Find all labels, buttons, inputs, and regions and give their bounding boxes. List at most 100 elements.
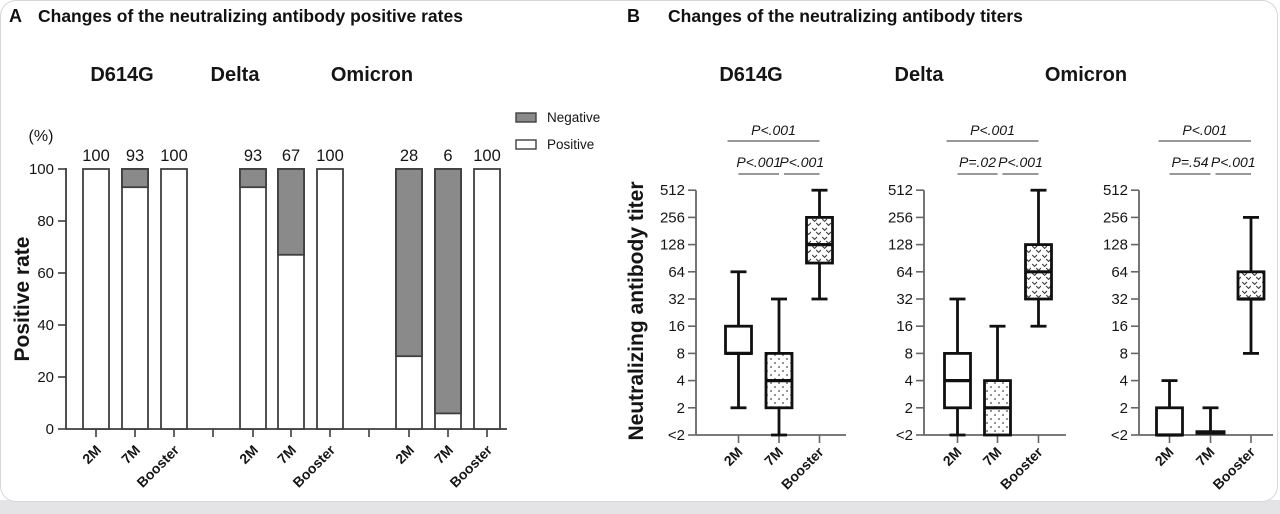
y-tick-label: 100 (29, 161, 54, 178)
y-tick-label: 8 (905, 345, 913, 362)
y-tick-label: 8 (1120, 345, 1128, 362)
y-axis-title: Neutralizing antibody titer (625, 181, 648, 440)
y-tick-label: <2 (668, 427, 685, 444)
bar-value-label: 100 (82, 147, 110, 165)
y-tick-label: 8 (677, 345, 685, 362)
x-tick-label: 7M (980, 444, 1005, 469)
y-tick-label: 256 (888, 209, 913, 226)
x-tick-label: Booster (1209, 443, 1258, 492)
y-tick-label: 16 (668, 318, 685, 335)
p-value-7M-vs-Booster: P<.001 (1211, 154, 1256, 170)
x-tick-label: 2M (79, 442, 104, 467)
x-tick-label: Booster (289, 441, 338, 490)
legend-swatch-positive (515, 139, 537, 150)
legend-label-positive: Positive (547, 137, 594, 152)
legend-label-negative: Negative (547, 110, 600, 125)
positive-rate-bar-chart: D614G Delta Omicron (%) Positive rate 0 20 40 60… (11, 64, 600, 491)
variant-header-delta: Delta (895, 64, 945, 86)
y-tick-label: 2 (905, 400, 913, 417)
bar-value-label: 100 (160, 147, 188, 165)
y-tick-label: 128 (1103, 237, 1128, 254)
y-tick-label: 32 (896, 291, 913, 308)
y-tick-label: 0 (46, 421, 54, 438)
p-value-2M-vs-7M: P=.54 (1172, 154, 1209, 170)
variant-header-d614g: D614G (90, 64, 153, 86)
y-tick-label: 512 (888, 182, 913, 199)
p-value-7M-vs-Booster: P<.001 (998, 154, 1043, 170)
y-tick-label: 16 (1111, 318, 1128, 335)
y-tick-label: 16 (896, 318, 913, 335)
panel-b-title: Changes of the neutralizing antibody tit… (668, 6, 1023, 26)
x-tick-label: Booster (778, 443, 827, 492)
y-axis-title: Positive rate (11, 237, 34, 362)
y-tick-label: 64 (668, 264, 685, 281)
box-D614G-Booster (805, 215, 834, 265)
x-tick-label: Booster (997, 443, 1046, 492)
x-tick-label: 2M (392, 442, 417, 467)
y-tick-label: 512 (660, 182, 685, 199)
y-tick-label: <2 (896, 427, 913, 444)
y-tick-label: 4 (1120, 373, 1128, 390)
x-tick-label: Booster (446, 441, 495, 490)
bar-D614G-Booster-positive (160, 168, 188, 430)
bar-Delta-Booster-positive (316, 168, 344, 430)
y-tick-label: 512 (1103, 182, 1128, 199)
antibody-titer-boxplot: Neutralizing antibody titer D614G <2 2 4 8 16 3… (625, 64, 1273, 493)
x-tick-label: 2M (1152, 444, 1177, 469)
box-Omicron-Booster (1236, 270, 1266, 301)
y-tick-label: 32 (668, 291, 685, 308)
bar-Omicron-2M-negative (395, 168, 423, 358)
panel-a-title: Changes of the neutralizing antibody pos… (38, 6, 463, 26)
bar-Omicron-Booster-positive (473, 168, 501, 430)
bar-Delta-2M-negative (239, 168, 267, 189)
y-tick-label: 80 (37, 213, 54, 230)
figure-card: A Changes of the neutralizing antibody p… (0, 0, 1278, 502)
y-tick-label: 60 (37, 265, 54, 282)
y-tick-label: 256 (660, 209, 685, 226)
panel-a-label: A (9, 6, 22, 26)
bar-value-label: 93 (126, 147, 144, 165)
bar-value-label: 100 (473, 147, 501, 165)
y-tick-label: 256 (1103, 209, 1128, 226)
y-tick-label: 128 (660, 237, 685, 254)
y-tick-label: <2 (1111, 427, 1128, 444)
x-tick-label: 2M (940, 444, 965, 469)
bar-D614G-7M-positive (121, 168, 149, 430)
page-background-strip (0, 500, 1280, 514)
legend-swatch-negative (515, 112, 537, 123)
variant-header-d614g: D614G (719, 64, 782, 86)
p-value-2M-vs-7M: P=.02 (959, 154, 996, 170)
bar-D614G-7M-negative (121, 168, 149, 189)
variant-header-omicron: Omicron (1045, 64, 1127, 86)
panel-b-label: B (627, 6, 640, 26)
bar-Delta-2M-positive (239, 168, 267, 430)
y-tick-label: 40 (37, 317, 54, 334)
y-tick-label: 32 (1111, 291, 1128, 308)
box-D614G-2M (724, 324, 753, 355)
bar-Omicron-7M-negative (434, 168, 462, 415)
y-tick-label: 64 (1111, 264, 1128, 281)
variant-header-delta: Delta (211, 64, 261, 86)
x-tick-label: 2M (236, 442, 261, 467)
p-value-2M-vs-Booster: P<.001 (1182, 122, 1227, 138)
y-tick-label: 4 (677, 373, 685, 390)
p-value-2M-vs-7M: P<.001 (736, 154, 781, 170)
bar-Delta-7M-negative (277, 168, 305, 256)
y-tick-label: 2 (1120, 400, 1128, 417)
y-tick-label: 128 (888, 237, 913, 254)
bar-value-label: 28 (400, 147, 418, 165)
bar-value-label: 67 (282, 147, 300, 165)
variant-header-omicron: Omicron (331, 64, 413, 86)
bar-value-label: 6 (443, 147, 452, 165)
y-tick-label: 4 (905, 373, 913, 390)
x-tick-label: 7M (431, 442, 456, 467)
y-tick-label: 20 (37, 369, 54, 386)
bar-value-label: 100 (316, 147, 344, 165)
x-tick-label: 7M (761, 444, 786, 469)
p-value-2M-vs-Booster: P<.001 (751, 122, 796, 138)
y-tick-label: 64 (896, 264, 913, 281)
y-axis-unit: (%) (29, 128, 54, 145)
x-tick-label: 7M (118, 442, 143, 467)
bar-D614G-2M-positive (82, 168, 110, 430)
